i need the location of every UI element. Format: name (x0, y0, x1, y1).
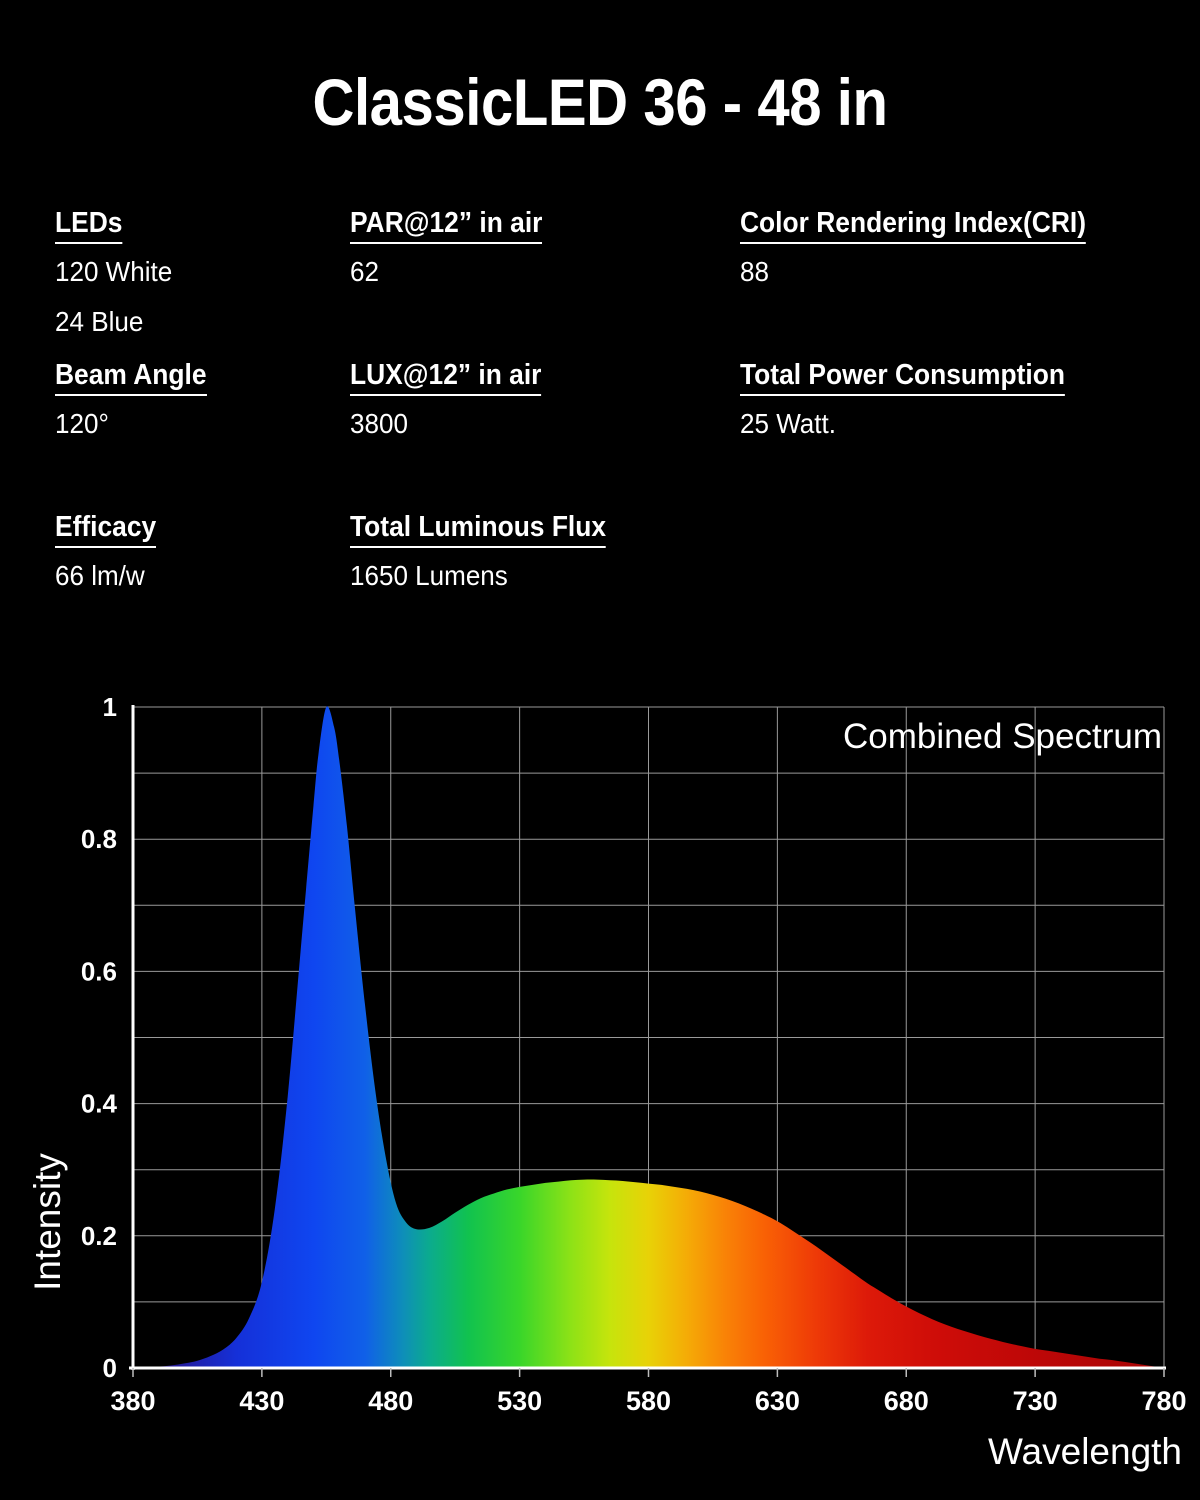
spec-cell-power: Total Power Consumption 25 Watt. (740, 357, 1175, 509)
x-axis-title: Wavelength (987, 1431, 1182, 1472)
y-tick-label: 0.6 (81, 956, 117, 986)
x-tick-label: 580 (626, 1386, 671, 1416)
spec-row: Efficacy 66 lm/w Total Luminous Flux 165… (55, 509, 1175, 661)
x-tick-label: 530 (497, 1386, 542, 1416)
spec-value: 25 Watt. (740, 408, 837, 439)
y-axis-ticks: 0 0.2 0.4 0.6 0.8 1 (81, 692, 118, 1383)
spec-label: LUX@12” in air (350, 357, 542, 396)
x-tick-label: 730 (1013, 1386, 1058, 1416)
spec-cell-empty (740, 509, 1175, 661)
spec-label: Total Luminous Flux (350, 509, 607, 548)
x-tick-label: 630 (755, 1386, 800, 1416)
x-tick-label: 380 (110, 1386, 155, 1416)
spectrum-area-fill (133, 706, 1164, 1369)
series-legend-label: Combined Spectrum (842, 717, 1162, 756)
spec-label: LEDs (55, 205, 123, 244)
spec-row: Beam Angle 120° LUX@12” in air 3800 Tota… (55, 357, 1175, 509)
x-tick-label: 780 (1141, 1386, 1186, 1416)
spec-cell-luminous-flux: Total Luminous Flux 1650 Lumens (350, 509, 740, 661)
x-tick-label: 680 (884, 1386, 929, 1416)
spec-row: LEDs 120 White 24 Blue PAR@12” in air 62… (55, 205, 1175, 357)
y-tick-label: 1 (103, 692, 117, 722)
y-tick-label: 0.2 (81, 1221, 117, 1251)
spectrum-plot-svg: 380 430 480 530 580 630 680 730 780 0 0.2 0.4 0.6 0.… (81, 692, 1187, 1416)
y-tick-label: 0.8 (81, 824, 117, 854)
spec-cell-efficacy: Efficacy 66 lm/w (55, 509, 350, 661)
spec-value: 1650 Lumens (350, 560, 508, 591)
y-axis-title: Intensity (27, 1153, 68, 1291)
spec-value: 66 lm/w (55, 560, 145, 591)
spec-label: Color Rendering Index(CRI) (740, 205, 1087, 244)
x-tick-label: 480 (368, 1386, 413, 1416)
spec-cell-beam-angle: Beam Angle 120° (55, 357, 350, 509)
x-tick-label: 430 (239, 1386, 284, 1416)
spec-cell-par: PAR@12” in air 62 (350, 205, 740, 357)
spec-cell-leds: LEDs 120 White 24 Blue (55, 205, 350, 357)
spectrum-chart: 380 430 480 530 580 630 680 730 780 0 0.2 0.4 0.6 0.… (0, 660, 1200, 1500)
spec-value: 3800 (350, 408, 408, 439)
x-axis-ticks: 380 430 480 530 580 630 680 730 780 (110, 1368, 1187, 1416)
spec-cell-cri: Color Rendering Index(CRI) 88 (740, 205, 1175, 357)
spec-value: 120 White (55, 256, 173, 287)
spec-label: Total Power Consumption (740, 357, 1065, 396)
spec-label: Beam Angle (55, 357, 207, 396)
spec-label: PAR@12” in air (350, 205, 543, 244)
spec-grid: LEDs 120 White 24 Blue PAR@12” in air 62… (55, 205, 1175, 661)
spec-value: 88 (740, 256, 769, 287)
spec-value: 120° (55, 408, 109, 439)
y-tick-label: 0.4 (81, 1089, 118, 1119)
spec-label: Efficacy (55, 509, 157, 548)
spec-value-secondary: 24 Blue (55, 306, 144, 337)
spec-cell-lux: LUX@12” in air 3800 (350, 357, 740, 509)
spec-value: 62 (350, 256, 379, 287)
page-title: ClassicLED 36 - 48 in (312, 65, 888, 139)
y-tick-label: 0 (103, 1353, 117, 1383)
